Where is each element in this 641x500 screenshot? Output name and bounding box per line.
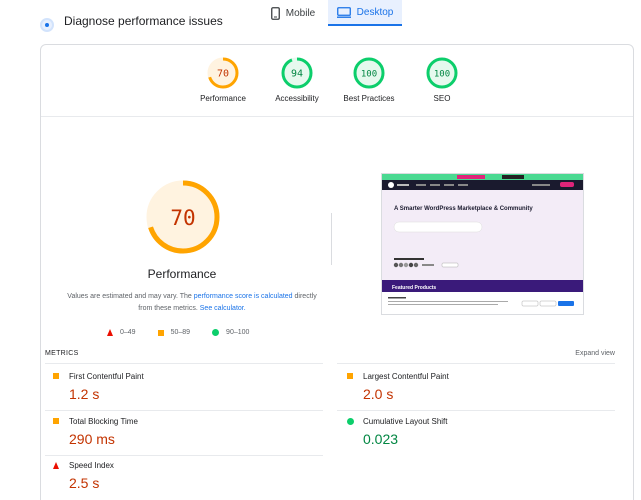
legend-average: 50–89 [157, 329, 191, 336]
tab-mobile-label: Mobile [285, 7, 316, 19]
square-icon [53, 418, 59, 424]
desktop-icon [336, 6, 351, 18]
gauge-score: 70 [217, 69, 229, 80]
gauge-ring: 70 [207, 57, 239, 89]
phone-icon [270, 6, 280, 20]
score-legend: 0–49 50–89 90–100 [107, 329, 271, 336]
metric-name: Speed Index [69, 461, 114, 470]
circle-icon [212, 329, 220, 336]
info-icon [40, 18, 54, 32]
performance-note: Values are estimated and may vary. The p… [61, 291, 323, 315]
metric-tbt: Total Blocking Time 290 ms [53, 417, 323, 447]
legend-range: 0–49 [120, 329, 136, 336]
metrics-rule [45, 410, 323, 411]
device-tabs: Mobile Desktop [258, 0, 402, 26]
gauge-score: 100 [434, 70, 450, 80]
performance-gauge-large: 70 [143, 177, 223, 257]
metrics-header: METRICS Expand view [45, 350, 615, 357]
diagnose-header: Diagnose performance issues [40, 14, 223, 36]
square-icon [53, 373, 59, 379]
see-calculator-link[interactable]: See calculator. [199, 305, 246, 312]
metric-value: 1.2 s [69, 386, 100, 402]
gauge-label: Accessibility [275, 94, 319, 103]
metric-value: 290 ms [69, 431, 115, 447]
screenshot-image: A Smarter WordPress Marketplace & Commun… [382, 174, 583, 314]
metrics-title: METRICS [45, 350, 79, 357]
score-calculated-link[interactable]: performance score is calculated [193, 293, 293, 300]
expand-view-toggle[interactable]: Expand view [575, 350, 615, 357]
gauge-accessibility[interactable]: 94 Accessibility [257, 57, 337, 103]
gauges-divider [41, 116, 633, 117]
gauge-label: Best Practices [343, 94, 395, 103]
diagnose-title: Diagnose performance issues [64, 14, 223, 28]
metric-name: Cumulative Layout Shift [363, 417, 448, 426]
final-screenshot[interactable]: A Smarter WordPress Marketplace & Commun… [381, 173, 584, 315]
metric-fcp: First Contentful Paint 1.2 s [53, 372, 323, 402]
screenshot-headline: A Smarter WordPress Marketplace & Commun… [394, 206, 533, 212]
metric-speed-index: Speed Index 2.5 s [53, 461, 323, 491]
performance-score: 70 [170, 206, 195, 230]
square-icon [157, 329, 164, 336]
gauge-performance[interactable]: 70 Performance [183, 57, 263, 103]
report-card: 70 Performance 94 Accessibility 100 Best… [40, 44, 634, 500]
triangle-icon [107, 329, 113, 336]
gauge-label: Performance [200, 94, 246, 103]
metric-name: Total Blocking Time [69, 417, 138, 426]
gauge-label: SEO [433, 94, 451, 103]
gauge-ring: 100 [426, 57, 458, 89]
triangle-icon [53, 462, 59, 469]
gauge-seo[interactable]: 100 SEO [402, 57, 482, 103]
performance-ring: 70 [146, 180, 220, 254]
note-text: Values are estimated and may vary. The [67, 293, 194, 300]
legend-fail: 0–49 [107, 329, 136, 336]
circle-icon [347, 418, 354, 425]
note-text: directly from these metrics. [138, 293, 317, 312]
metrics-rule [45, 363, 323, 364]
gauge-ring: 94 [281, 57, 313, 89]
gauge-ring: 100 [353, 57, 385, 89]
legend-pass: 90–100 [212, 329, 249, 336]
tab-mobile[interactable]: Mobile [258, 0, 328, 26]
gauge-score: 94 [291, 69, 303, 80]
gauge-score: 100 [361, 70, 377, 80]
metrics-rule [337, 410, 615, 411]
legend-range: 50–89 [170, 329, 191, 336]
vertical-divider [331, 213, 332, 265]
gauge-best-practices[interactable]: 100 Best Practices [329, 57, 409, 103]
performance-title: Performance [147, 267, 217, 281]
category-gauges: 70 Performance 94 Accessibility 100 Best… [41, 57, 633, 117]
metrics-rule [45, 455, 323, 456]
metric-value: 0.023 [363, 431, 399, 447]
metric-name: First Contentful Paint [69, 372, 144, 381]
metric-cls: Cumulative Layout Shift 0.023 [347, 417, 617, 447]
tab-desktop[interactable]: Desktop [328, 0, 402, 26]
metric-value: 2.5 s [69, 475, 100, 491]
metric-lcp: Largest Contentful Paint 2.0 s [347, 372, 617, 402]
tab-desktop-label: Desktop [356, 6, 394, 18]
legend-range: 90–100 [226, 329, 250, 336]
screenshot-section: Featured Products [392, 285, 436, 291]
metrics-rule [337, 363, 615, 364]
metric-name: Largest Contentful Paint [363, 372, 449, 381]
square-icon [347, 373, 353, 379]
metric-value: 2.0 s [363, 386, 394, 402]
